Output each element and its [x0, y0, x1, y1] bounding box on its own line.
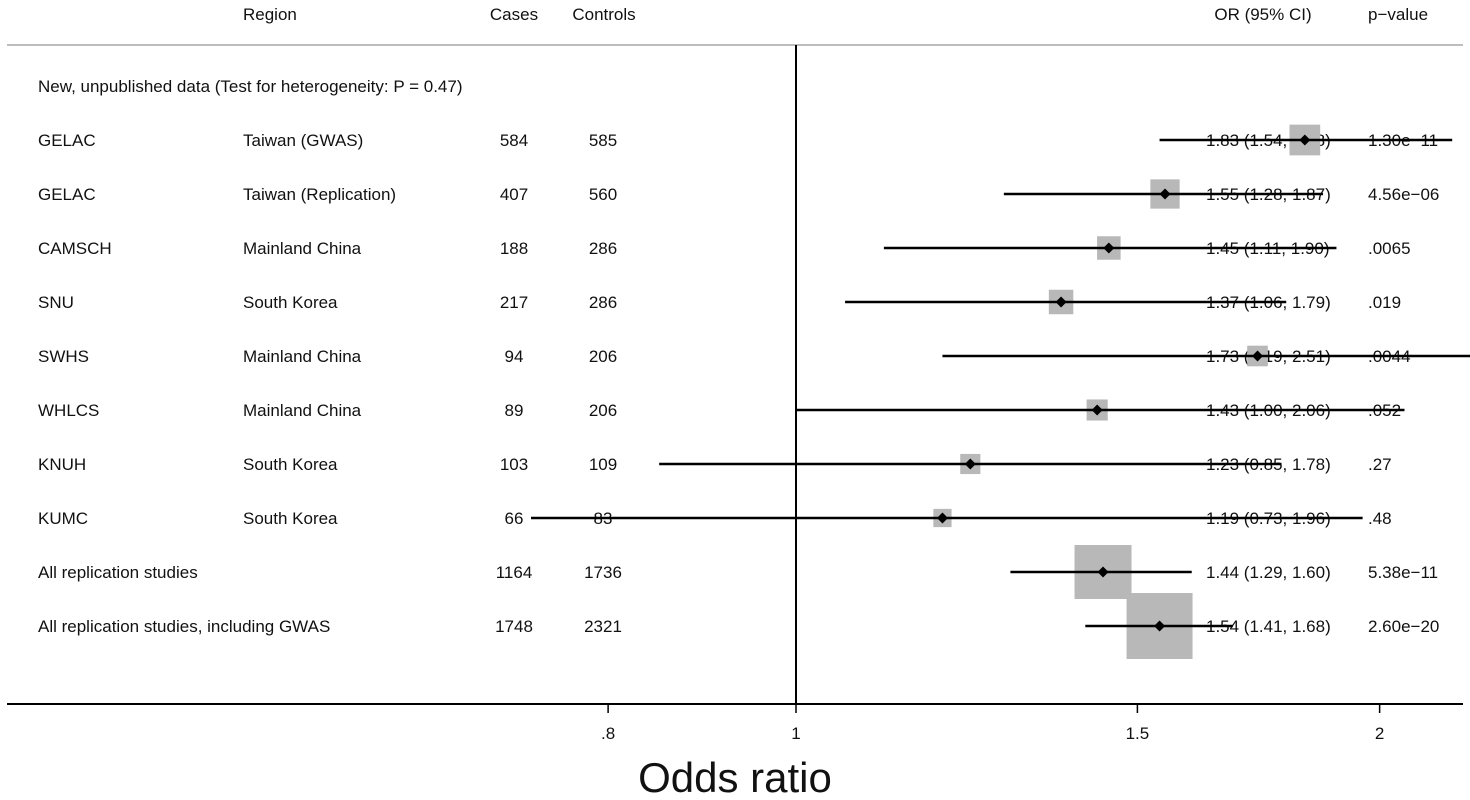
study-name: All replication studies	[38, 563, 198, 582]
study-or-ci: 1.54 (1.41, 1.68)	[1206, 617, 1331, 636]
group-title: New, unpublished data (Test for heteroge…	[38, 77, 463, 96]
point-estimate	[1252, 350, 1264, 362]
header-p-value: p−value	[1368, 5, 1428, 24]
study-name: SWHS	[38, 347, 89, 366]
study-row: WHLCS Mainland China 89 206 1.43 (1.00, 2.06…	[38, 399, 1405, 421]
x-axis-ticks: .811.522.53	[601, 704, 1384, 743]
point-estimate	[1154, 620, 1166, 632]
x-tick-label: 1	[791, 724, 800, 743]
study-region: South Korea	[243, 455, 338, 474]
study-name: CAMSCH	[38, 239, 112, 258]
point-estimate	[1097, 566, 1109, 578]
study-region: Taiwan (GWAS)	[243, 131, 363, 150]
study-or-ci: 1.44 (1.29, 1.60)	[1206, 563, 1331, 582]
study-controls: 2321	[584, 617, 622, 636]
header-or-ci: OR (95% CI)	[1214, 5, 1311, 24]
study-name: KUMC	[38, 509, 88, 528]
study-region: Mainland China	[243, 239, 362, 258]
study-p-value: 5.38e−11	[1368, 563, 1438, 582]
study-cases: 217	[500, 293, 528, 312]
study-cases: 103	[500, 455, 528, 474]
study-name: WHLCS	[38, 401, 99, 420]
rows-layer: GELAC Taiwan (GWAS) 584 585 1.83 (1.54, 2.18…	[38, 124, 1470, 659]
study-row: GELAC Taiwan (Replication) 407 560 1.55 (1.2…	[38, 179, 1439, 209]
study-p-value: .27	[1368, 455, 1392, 474]
point-estimate	[936, 512, 948, 524]
header-controls: Controls	[572, 5, 635, 24]
study-region: Taiwan (Replication)	[243, 185, 396, 204]
x-tick-label: 1.5	[1126, 724, 1150, 743]
study-controls: 206	[589, 401, 617, 420]
study-name: All replication studies, including GWAS	[38, 617, 330, 636]
point-estimate	[1091, 404, 1103, 416]
study-name: GELAC	[38, 131, 96, 150]
point-estimate	[1299, 134, 1311, 146]
study-p-value: 4.56e−06	[1368, 185, 1439, 204]
study-p-value: .48	[1368, 509, 1392, 528]
study-region: South Korea	[243, 293, 338, 312]
header-cases: Cases	[490, 5, 538, 24]
study-name: GELAC	[38, 185, 96, 204]
point-estimate	[964, 458, 976, 470]
study-controls: 585	[589, 131, 617, 150]
study-name: SNU	[38, 293, 74, 312]
study-controls: 560	[589, 185, 617, 204]
study-row: CAMSCH Mainland China 188 286 1.45 (1.11, 1.…	[38, 236, 1411, 260]
study-controls: 286	[589, 239, 617, 258]
study-p-value: .0065	[1368, 239, 1411, 258]
study-cases: 188	[500, 239, 528, 258]
point-estimate	[1159, 188, 1171, 200]
study-controls: 206	[589, 347, 617, 366]
study-row: SNU South Korea 217 286 1.37 (1.06, 1.79) .01…	[38, 289, 1401, 315]
header-region: Region	[243, 5, 297, 24]
study-row: KNUH South Korea 103 109 1.23 (0.85, 1.78) .2…	[38, 453, 1392, 475]
point-estimate	[1103, 242, 1115, 254]
study-controls: 109	[589, 455, 617, 474]
study-row: GELAC Taiwan (GWAS) 584 585 1.83 (1.54, 2.18…	[38, 124, 1453, 156]
x-axis-title: Odds ratio	[638, 754, 832, 800]
point-estimate	[1055, 296, 1067, 308]
header-row: Region Cases Controls OR (95% CI) p−valu…	[243, 5, 1428, 24]
study-cases: 1164	[496, 563, 533, 582]
study-cases: 407	[500, 185, 528, 204]
study-region: Mainland China	[243, 401, 362, 420]
x-tick-label: .8	[601, 724, 615, 743]
study-cases: 1748	[495, 617, 533, 636]
study-cases: 584	[500, 131, 528, 150]
study-controls: 1736	[584, 563, 622, 582]
study-controls: 286	[589, 293, 617, 312]
x-tick-label: 2	[1375, 724, 1384, 743]
study-cases: 66	[505, 509, 524, 528]
study-name: KNUH	[38, 455, 86, 474]
study-row: All replication studies 1164 1736 1.44 (1.2…	[38, 545, 1438, 599]
study-cases: 89	[505, 401, 524, 420]
study-region: South Korea	[243, 509, 338, 528]
study-p-value: 2.60e−20	[1368, 617, 1439, 636]
study-row: SWHS Mainland China 94 206 1.73 (1.19, 2.51)…	[38, 345, 1470, 367]
study-row: KUMC South Korea 66 83 1.19 (0.73, 1.96) .48	[38, 508, 1392, 528]
study-cases: 94	[505, 347, 524, 366]
study-p-value: .019	[1368, 293, 1401, 312]
study-region: Mainland China	[243, 347, 362, 366]
study-row: All replication studies, including GWAS 1…	[38, 593, 1439, 659]
